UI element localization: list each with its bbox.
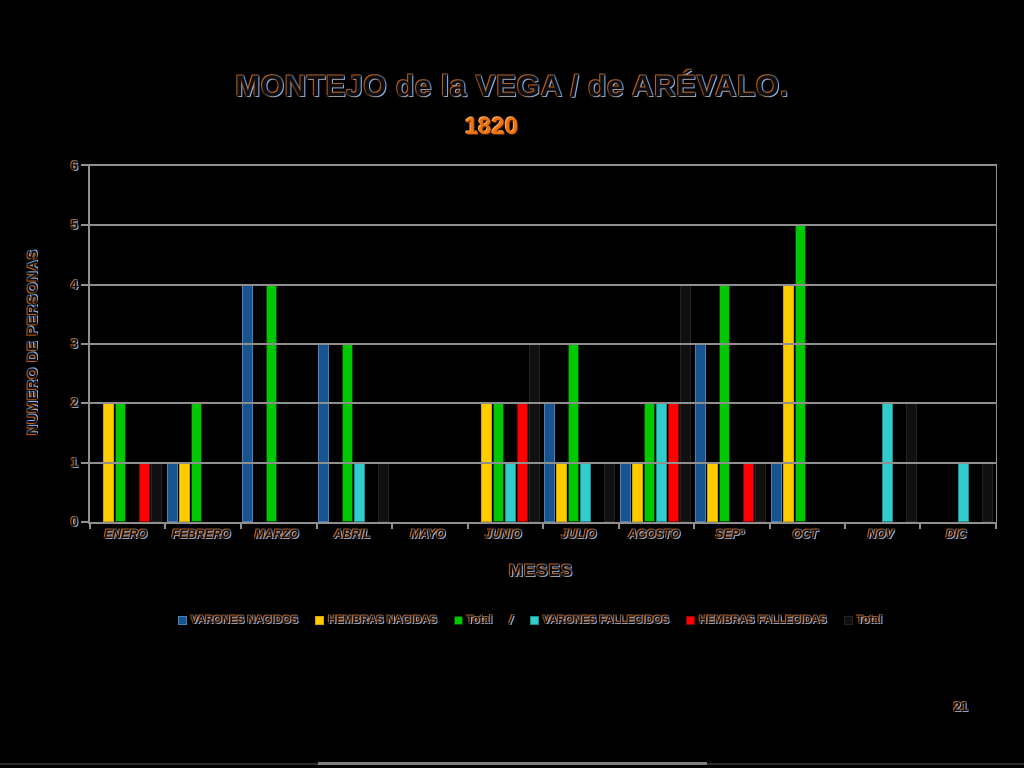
legend-label: Total [466,614,493,626]
chart-year-subtitle: 1820 [464,113,519,140]
x-tick-1 [164,524,167,529]
bar-hembras-nacidas-febrero [178,462,190,522]
x-tick-6 [542,524,544,529]
bar-hembras-fallecidas-enero [139,462,150,522]
bar-hembras-nacidas-sepº [707,462,718,522]
chart-title: MONTEJO de la VEGA / de ARÉVALO. [235,70,789,103]
bar-total-junio [528,344,540,522]
bar-varones-fallecidos-junio [504,462,516,522]
bar-varones-fallecidos-julio [580,462,591,522]
x-tick-8 [692,524,695,529]
legend-swatch-hembras-nacidas [315,615,325,625]
bar-total-abril [341,344,353,522]
bar-hembras-nacidas-julio [556,462,567,522]
y-tick-label-4: 4 [70,276,78,292]
bar-total-sepº [755,462,766,522]
x-label-dic: DIC [945,527,967,541]
bar-total-abril [377,462,389,522]
x-label-nov: NOV [867,527,894,541]
legend-label: VARONES FALLECIDOS [542,614,670,626]
x-axis-title: MESES [508,561,574,580]
y-tick-5 [81,224,88,227]
y-axis-title: NUMERO DE PERSONAS [24,248,40,436]
x-axis-labels: ENERO FEBRERO MARZO ABRIL MAYO JUNIO JULIO AGOS… [88,527,994,541]
bar-hembras-fallecidas-sepº [743,462,754,522]
legend-swatch-hembras-fallecidas [686,615,696,625]
bar-varones-nacidos-oct [770,462,782,522]
plot-area: 0 1 2 3 4 5 6 [71,158,997,529]
bar-varones-fallecidos-abril [353,462,365,522]
bar-group-abril [317,166,393,522]
bar-varones-fallecidos-dic [957,462,969,522]
legend-swatch-total [843,615,853,625]
bar-total-julio [604,462,615,522]
bar-total-dic [981,462,993,522]
bar-varones-nacidos-febrero [166,462,178,522]
legend-item-hembras-fallecidas: HEMBRAS FALLECIDAS [686,614,827,626]
gridline-y-4 [90,283,996,286]
y-tick-1 [81,461,88,464]
x-label-sepº: SEPº [715,527,744,541]
y-tick-label-2: 2 [70,395,78,411]
legend-item-varones-fallecidos: VARONES FALLECIDOS [529,614,670,626]
legend-label: HEMBRAS NACIDAS [328,614,437,626]
y-tick-label-3: 3 [70,335,78,351]
x-label-enero: ENERO [104,527,148,541]
y-tick-2 [81,402,88,405]
bar-hembras-nacidas-agosto [631,462,643,522]
bottom-divider-highlight [318,762,707,765]
gridline-y-2 [90,402,996,405]
legend-item-total: Total [453,614,493,626]
bar-total-enero [151,462,162,522]
gridline-y-5 [90,224,996,227]
x-tick-9 [768,524,771,529]
x-tick-10 [844,524,846,529]
legend-item-total: Total [843,614,883,626]
legend-label: VARONES NACIDOS [190,614,299,626]
legend-item-varones-nacidos: VARONES NACIDOS [177,614,299,626]
legend-separator: / [509,613,513,627]
x-label-julio: JULIO [561,527,597,541]
y-tick-3 [81,343,88,345]
x-label-marzo: MARZO [254,527,299,541]
y-tick-label-1: 1 [70,454,78,470]
x-tick-7 [617,524,620,529]
x-label-oct: OCT [792,527,818,541]
slide-page-number: 21 [953,699,968,714]
y-tick-6 [81,164,88,166]
legend-label: HEMBRAS FALLECIDAS [699,614,827,626]
x-tick-5 [466,524,469,529]
bar-total-oct [794,225,806,522]
x-label-mayo: MAYO [410,527,446,541]
legend-item-hembras-nacidas: HEMBRAS NACIDAS [315,614,437,626]
bar-varones-nacidos-sepº [695,344,706,522]
bar-varones-nacidos-abril [317,344,329,522]
gridline-y-1 [90,461,996,464]
x-tick-4 [390,524,393,529]
gridline-y-3 [90,343,996,345]
x-label-febrero: FEBRERO [171,527,231,541]
bar-total-julio [568,344,579,522]
x-tick-11 [919,524,922,529]
x-tick-12 [995,524,997,529]
legend-swatch-total [453,615,463,625]
x-tick-3 [315,524,318,529]
legend: VARONES NACIDOS HEMBRAS NACIDAS Total / VARO… [60,613,1000,627]
legend-swatch-varones-nacidos [177,615,187,625]
x-label-abril: ABRIL [333,527,371,541]
y-tick-label-6: 6 [70,157,78,173]
bar-varones-nacidos-agosto [619,462,631,522]
y-tick-label-0: 0 [70,513,78,529]
x-label-agosto: AGOSTO [628,527,681,541]
legend-label: Total [856,614,883,626]
y-tick-4 [81,283,88,286]
x-tick-0 [89,524,91,529]
x-tick-2 [239,524,242,529]
x-label-junio: JUNIO [484,527,522,541]
y-tick-label-5: 5 [70,217,78,233]
legend-swatch-varones-fallecidos [529,615,539,625]
y-tick-0 [81,521,88,523]
